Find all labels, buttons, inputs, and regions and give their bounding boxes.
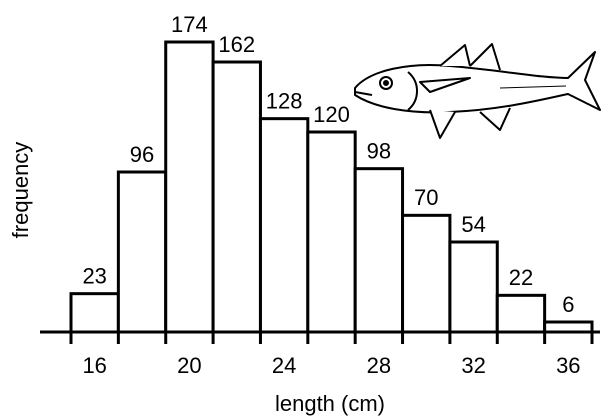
bar [258,117,310,334]
value-label: 174 [171,12,208,37]
x-axis-label: length (cm) [275,391,385,416]
fish-illustration [354,43,601,139]
value-label: 70 [414,185,438,210]
value-label: 162 [218,32,255,57]
value-label: 98 [367,138,391,163]
y-axis-label: frequency [8,142,33,239]
value-label: 96 [130,142,154,167]
bar [401,213,452,334]
value-label: 128 [266,88,303,113]
bar [306,130,357,334]
x-tick-label: 36 [556,353,580,378]
x-tick-label: 16 [82,353,106,378]
x-tick-label: 28 [367,353,391,378]
value-label: 6 [562,292,574,317]
bar [116,170,168,334]
value-label: 54 [461,212,485,237]
x-tick-label: 32 [461,353,485,378]
bar [495,293,547,334]
x-tick-label: 20 [177,353,201,378]
value-label: 120 [313,102,350,127]
value-label: 23 [82,263,106,288]
bar [164,40,215,334]
bar [448,240,499,334]
bar [69,292,120,334]
bar [211,60,262,334]
x-tick-label: 24 [272,353,296,378]
value-label: 22 [509,265,533,290]
bar [353,167,405,334]
